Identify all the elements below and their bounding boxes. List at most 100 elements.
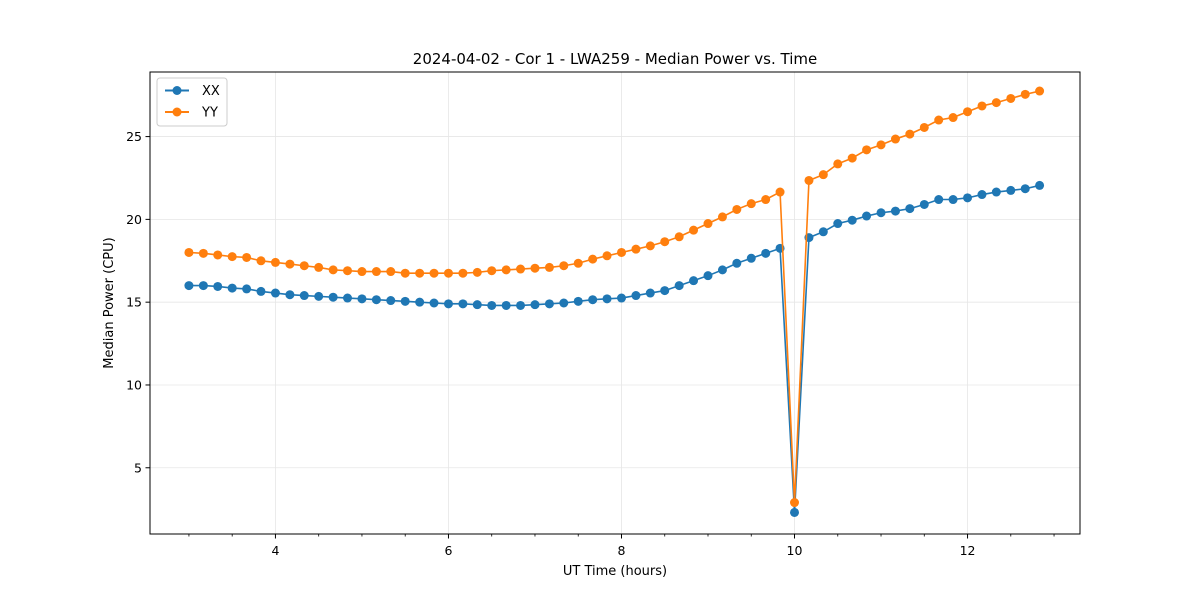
data-point-xx: [876, 208, 886, 218]
data-point-xx: [689, 276, 699, 286]
legend-label-yy: YY: [201, 106, 218, 121]
data-point-yy: [717, 212, 727, 222]
data-point-xx: [991, 187, 1001, 197]
data-point-xx: [487, 300, 497, 310]
data-point-yy: [270, 257, 280, 267]
data-point-yy: [472, 267, 482, 277]
data-point-xx: [963, 193, 973, 203]
x-tick-label: 12: [960, 543, 976, 558]
data-point-xx: [573, 296, 583, 306]
data-point-yy: [674, 232, 684, 242]
legend-label-xx: XX: [202, 84, 220, 99]
data-point-yy: [862, 145, 872, 155]
data-point-yy: [991, 98, 1001, 108]
data-point-yy: [314, 262, 324, 272]
data-point-xx: [285, 290, 295, 300]
data-point-xx: [343, 293, 353, 303]
y-tick-label: 25: [126, 129, 142, 144]
data-point-yy: [818, 170, 828, 180]
data-point-xx: [645, 288, 655, 298]
series-line-xx: [188, 184, 1040, 514]
data-point-xx: [559, 298, 569, 308]
data-point-yy: [645, 241, 655, 251]
data-point-yy: [530, 263, 540, 273]
data-point-xx: [270, 288, 280, 298]
data-point-xx: [905, 204, 915, 214]
data-point-xx: [429, 298, 439, 308]
data-point-yy: [631, 244, 641, 254]
x-tick-label: 6: [444, 543, 452, 558]
data-point-yy: [184, 247, 194, 257]
data-point-yy: [501, 265, 511, 275]
data-point-xx: [919, 199, 929, 209]
data-point-yy: [227, 252, 237, 262]
data-point-xx: [1020, 184, 1030, 194]
data-point-xx: [256, 286, 266, 296]
data-point-xx: [977, 190, 987, 200]
data-point-yy: [804, 175, 814, 185]
data-point-yy: [689, 225, 699, 235]
axes: 4 6 8 10 12 5 10 15 20 25: [126, 129, 1055, 558]
data-point-xx: [544, 299, 554, 309]
data-point-xx: [458, 299, 468, 309]
chart-title: 2024-04-02 - Cor 1 - LWA259 - Median Pow…: [413, 50, 817, 68]
data-point-yy: [328, 265, 338, 275]
data-point-xx: [328, 292, 338, 302]
data-point-xx: [934, 195, 944, 205]
data-point-xx: [660, 286, 670, 296]
data-point-yy: [400, 268, 410, 278]
data-point-xx: [299, 291, 309, 301]
data-point-xx: [833, 219, 843, 229]
x-tick-label: 10: [787, 543, 803, 558]
x-tick-label: 8: [618, 543, 626, 558]
data-point-xx: [357, 294, 367, 304]
data-point-yy: [198, 248, 208, 258]
data-point-xx: [732, 258, 742, 268]
data-point-yy: [573, 258, 583, 268]
data-point-xx: [213, 281, 223, 291]
legend: XX YY: [156, 77, 228, 127]
data-point-yy: [443, 268, 453, 278]
data-point-yy: [977, 101, 987, 111]
y-tick-label: 5: [134, 460, 142, 475]
data-point-xx: [890, 206, 900, 216]
data-point-yy: [559, 261, 569, 271]
data-point-yy: [732, 204, 742, 214]
data-point-yy: [386, 267, 396, 277]
data-point-xx: [443, 299, 453, 309]
x-axis-label: UT Time (hours): [563, 564, 667, 579]
legend-marker-yy: [172, 107, 182, 117]
series-layer: [184, 86, 1045, 517]
data-point-xx: [530, 300, 540, 310]
data-point-xx: [790, 507, 800, 517]
data-point-xx: [703, 271, 713, 281]
data-point-yy: [775, 187, 785, 197]
data-point-yy: [1035, 86, 1045, 96]
data-point-yy: [487, 266, 497, 276]
data-point-yy: [429, 268, 439, 278]
data-point-yy: [905, 129, 915, 139]
data-point-xx: [227, 283, 237, 293]
data-point-xx: [761, 248, 771, 258]
data-point-xx: [184, 281, 194, 291]
data-point-xx: [616, 293, 626, 303]
data-point-yy: [833, 159, 843, 169]
data-point-yy: [948, 113, 958, 123]
data-point-xx: [631, 291, 641, 301]
data-point-xx: [1035, 180, 1045, 190]
data-point-yy: [761, 195, 771, 205]
y-tick-label: 20: [126, 212, 142, 227]
y-tick-label: 10: [126, 377, 142, 392]
data-point-yy: [934, 115, 944, 125]
data-point-xx: [386, 296, 396, 306]
data-point-yy: [588, 254, 598, 264]
data-point-xx: [818, 227, 828, 237]
x-tick-label: 4: [271, 543, 279, 558]
plot-frame: [149, 71, 1081, 535]
data-point-yy: [343, 266, 353, 276]
y-axis-label: Median Power (CPU): [102, 237, 117, 368]
data-point-yy: [256, 256, 266, 266]
data-point-yy: [299, 261, 309, 271]
data-point-yy: [746, 199, 756, 209]
